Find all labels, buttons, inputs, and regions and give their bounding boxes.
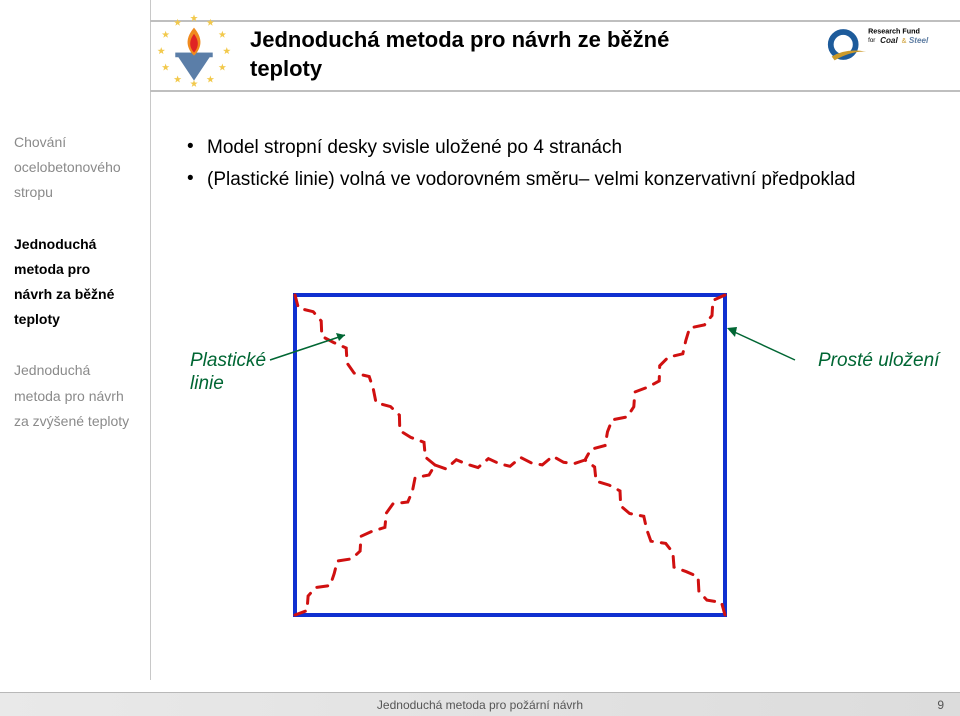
sidebar-line: návrh za běžné bbox=[14, 282, 149, 307]
bullet-item: Model stropní desky svisle uložené po 4 … bbox=[185, 135, 925, 161]
page-title: Jednoduchá metoda pro návrh ze běžné tep… bbox=[250, 26, 669, 83]
annotation-arrows bbox=[270, 327, 795, 360]
annotation-simple-support: Prosté uložení bbox=[818, 350, 958, 373]
yield-lines bbox=[295, 295, 725, 615]
sidebar-line: za zvýšené teploty bbox=[14, 409, 149, 434]
title-line2: teploty bbox=[250, 56, 322, 81]
sidebar-line: stropu bbox=[14, 180, 149, 205]
beam-icon bbox=[177, 55, 211, 81]
sidebar-line: metoda pro návrh bbox=[14, 384, 149, 409]
sidebar-line: Chování bbox=[14, 130, 149, 155]
bullet-list: Model stropní desky svisle uložené po 4 … bbox=[185, 135, 925, 192]
title-line1: Jednoduchá metoda pro návrh ze běžné bbox=[250, 27, 669, 52]
logo-amp: & bbox=[902, 37, 907, 45]
sidebar-line: ocelobetonového bbox=[14, 155, 149, 180]
header-rule-bottom bbox=[150, 90, 960, 92]
bullet-item: (Plastické linie) volná ve vodorovném sm… bbox=[185, 167, 925, 193]
sidebar-line: Jednoduchá bbox=[14, 358, 149, 383]
rfcs-logo: Research Fund for Coal & Steel bbox=[825, 22, 940, 67]
eu-flame-logo bbox=[155, 12, 233, 90]
content: Model stropní desky svisle uložené po 4 … bbox=[185, 135, 925, 198]
sidebar-line: Jednoduchá bbox=[14, 232, 149, 257]
slab-diagram bbox=[215, 275, 805, 645]
sidebar: Chování ocelobetonového stropu Jednoduch… bbox=[14, 130, 149, 460]
logo-word-coal: Coal bbox=[880, 36, 898, 45]
footer-text: Jednoduchá metoda pro požární návrh bbox=[0, 698, 960, 712]
logo-text-main: Research Fund bbox=[868, 27, 920, 35]
sidebar-item-simple-elevated: Jednoduchá metoda pro návrh za zvýšené t… bbox=[14, 358, 149, 434]
sidebar-item-simple-normal: Jednoduchá metoda pro návrh za běžné tep… bbox=[14, 232, 149, 333]
slab-rectangle bbox=[295, 295, 725, 615]
sidebar-item-behavior: Chování ocelobetonového stropu bbox=[14, 130, 149, 206]
logo-word-steel: Steel bbox=[909, 36, 929, 45]
logo-text-for: for bbox=[868, 37, 875, 44]
sidebar-line: metoda pro bbox=[14, 257, 149, 282]
sidebar-line: teploty bbox=[14, 307, 149, 332]
footer-page-number: 9 bbox=[937, 698, 944, 712]
